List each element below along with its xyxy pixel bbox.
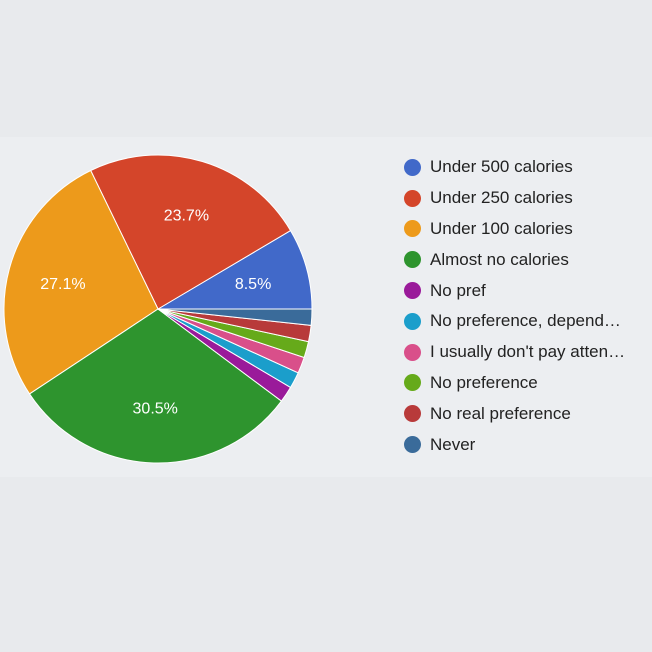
legend-label: Almost no calories xyxy=(430,249,569,269)
legend-item[interactable]: Never xyxy=(404,429,652,460)
legend-swatch xyxy=(404,220,421,238)
legend-label: I usually don't pay atten… xyxy=(430,342,626,362)
legend-label: No pref xyxy=(430,280,486,300)
chart-panel: 8.5% 23.7% 27.1% 30.5% xyxy=(0,137,652,477)
legend-label: Under 500 calories xyxy=(430,157,573,177)
legend-label: Under 250 calories xyxy=(430,188,573,208)
legend-item[interactable]: I usually don't pay atten… xyxy=(404,337,652,368)
legend-item[interactable]: No preference xyxy=(404,368,652,399)
pie-labels: 8.5% 23.7% 27.1% 30.5% xyxy=(40,208,271,418)
pie-slices xyxy=(3,154,313,464)
legend-label: No real preference xyxy=(430,403,571,423)
slice-percent-label: 30.5% xyxy=(133,401,178,418)
pie-slice[interactable] xyxy=(28,308,283,464)
legend-item[interactable]: No real preference xyxy=(404,398,652,429)
slice-percent-label: 8.5% xyxy=(235,276,271,293)
legend-swatch xyxy=(404,158,421,176)
legend-label: Never xyxy=(430,434,476,454)
legend-swatch xyxy=(404,189,421,207)
legend-item[interactable]: Under 100 calories xyxy=(404,214,652,245)
pie-slice[interactable] xyxy=(3,169,159,395)
legend-swatch xyxy=(404,251,421,269)
legend-swatch xyxy=(404,405,421,423)
legend-item[interactable]: Under 500 calories xyxy=(404,152,652,183)
legend-swatch xyxy=(404,312,421,330)
legend-label: Under 100 calories xyxy=(430,218,573,238)
pie-slice[interactable] xyxy=(90,154,292,310)
slice-percent-label: 27.1% xyxy=(40,276,85,293)
legend-swatch xyxy=(404,374,421,392)
legend-label: No preference xyxy=(430,372,538,392)
legend-item[interactable]: Under 250 calories xyxy=(404,183,652,214)
slice-percent-label: 23.7% xyxy=(164,208,209,225)
legend-swatch xyxy=(404,343,421,361)
pie-chart: 8.5% 23.7% 27.1% 30.5% xyxy=(3,154,313,464)
legend-swatch xyxy=(404,282,421,300)
pie-slice[interactable] xyxy=(157,308,313,326)
legend-label: No preference, depend… xyxy=(430,311,621,331)
legend: Under 500 calories Under 250 calories Unde… xyxy=(404,152,652,460)
legend-swatch xyxy=(404,436,421,454)
legend-item[interactable]: No preference, depend… xyxy=(404,306,652,337)
legend-item[interactable]: No pref xyxy=(404,275,652,306)
legend-item[interactable]: Almost no calories xyxy=(404,244,652,275)
